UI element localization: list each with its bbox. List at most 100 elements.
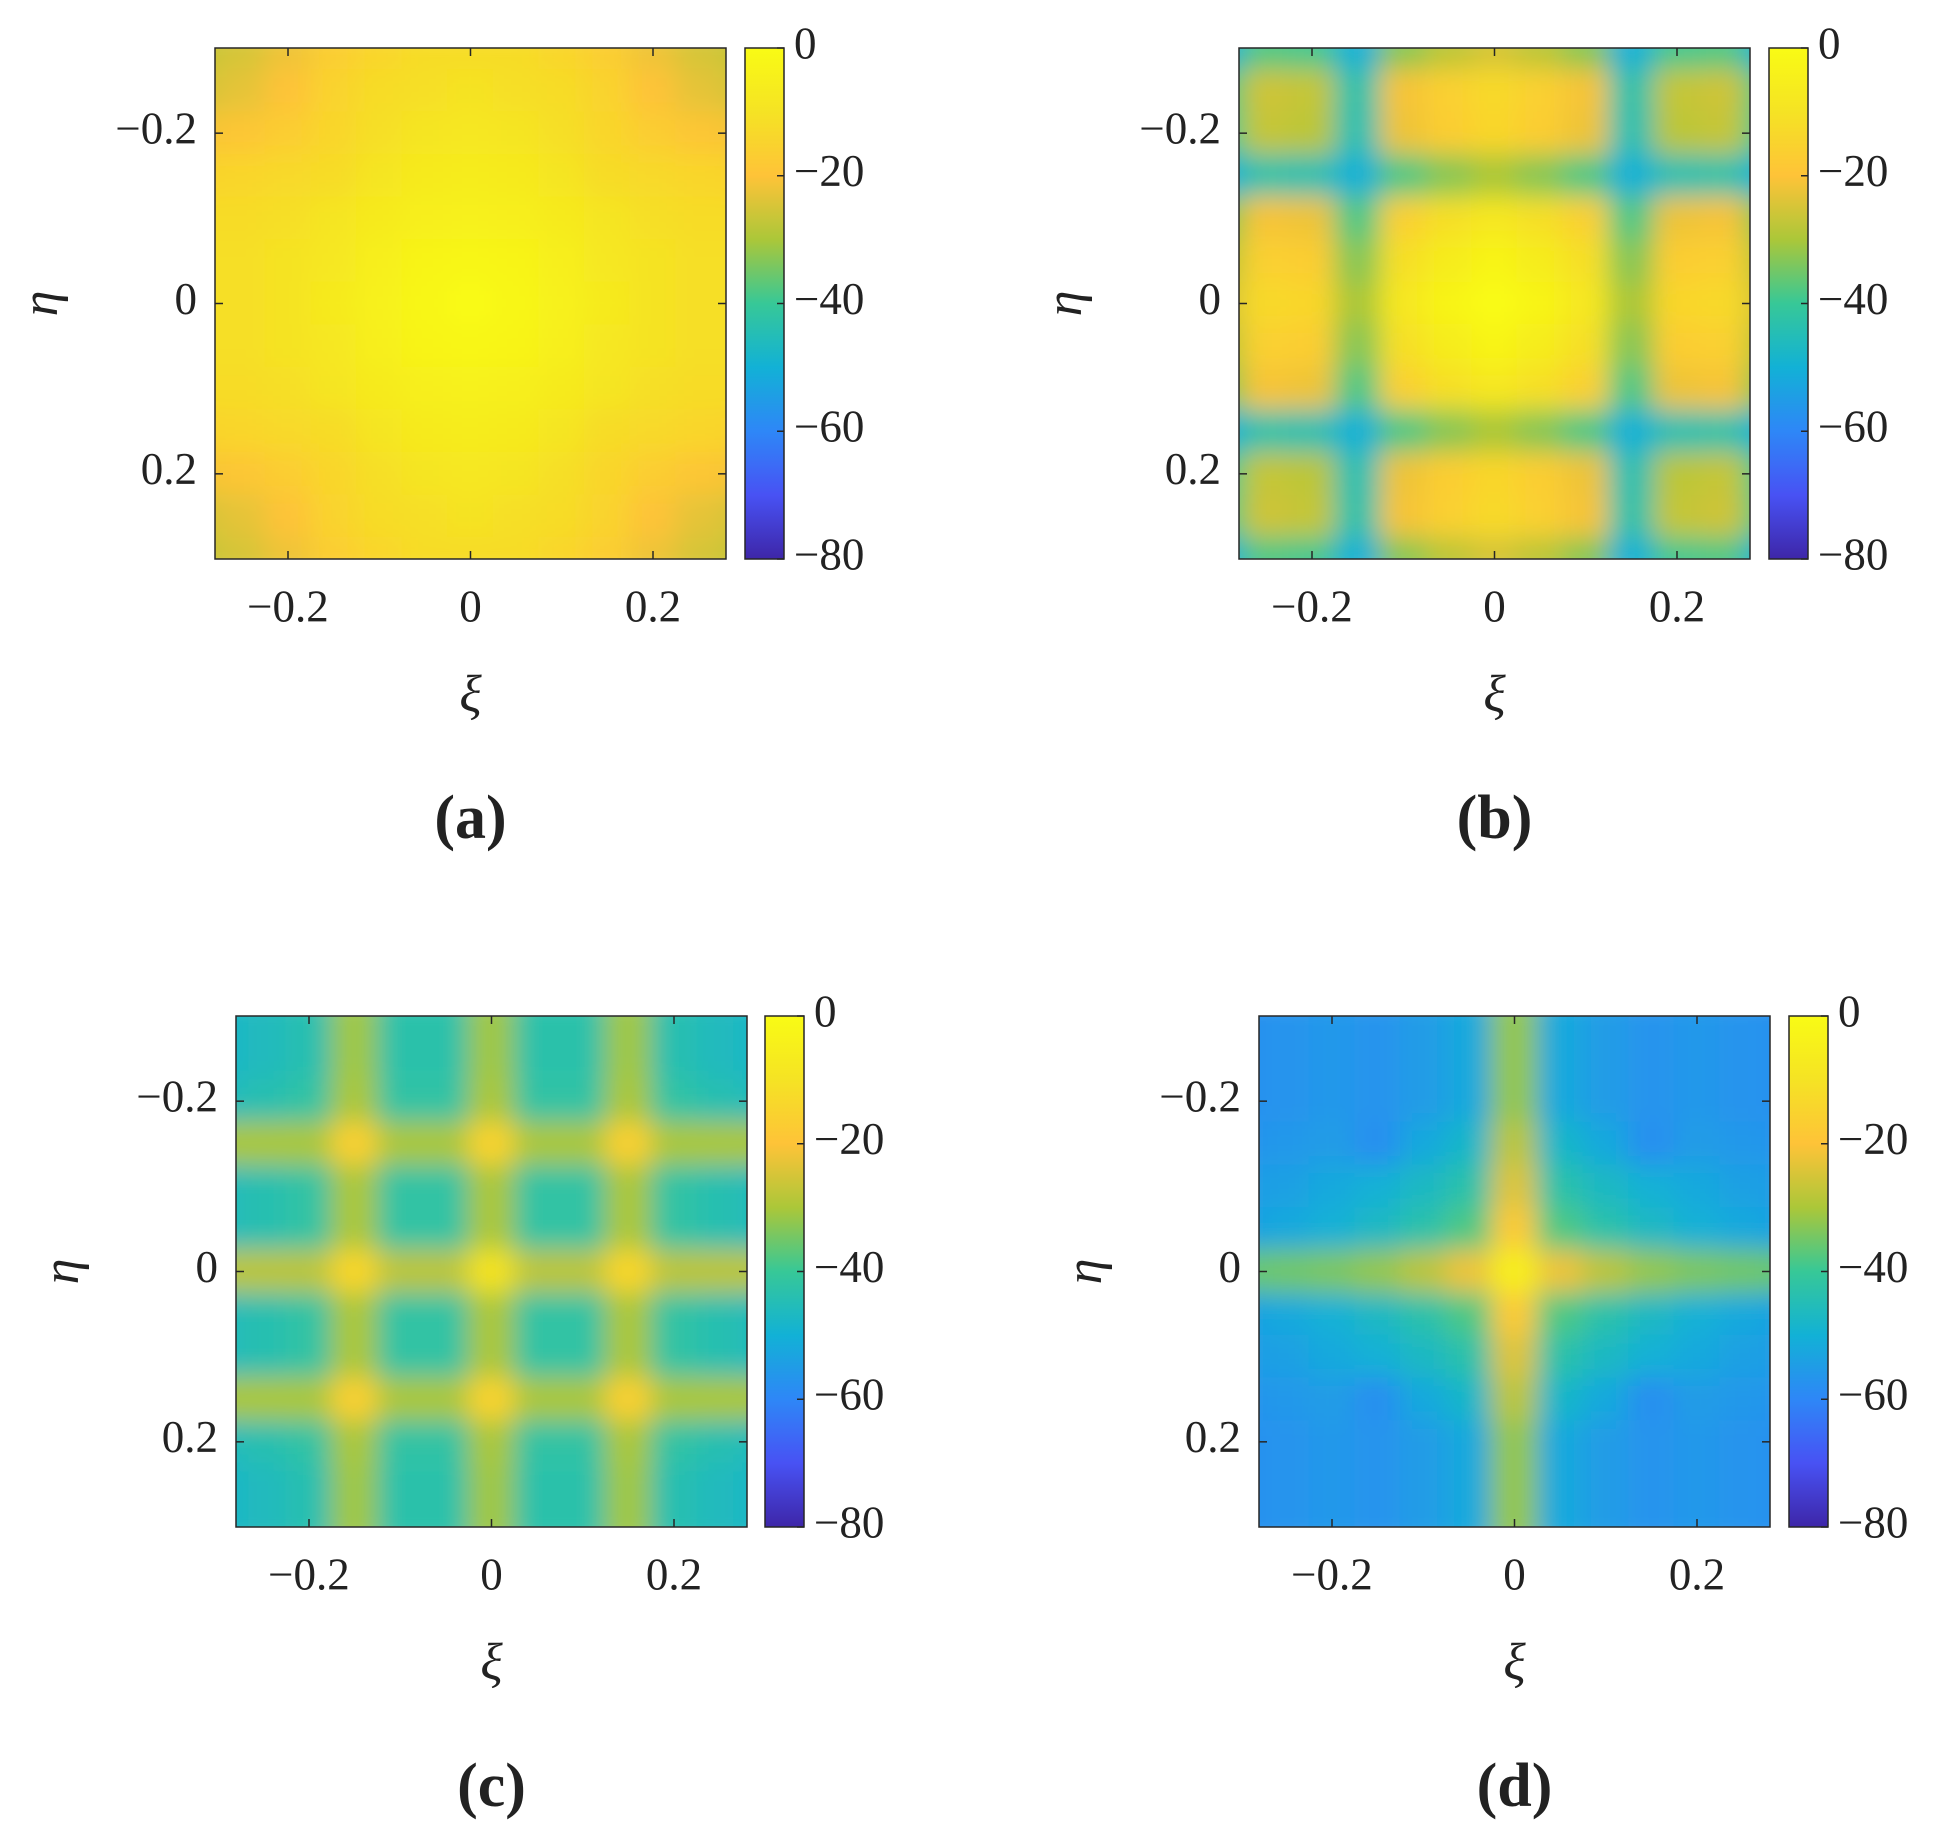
heatmap-cell: [513, 1292, 561, 1336]
heatmap-cell: [1653, 452, 1701, 496]
heatmap-cell: [1308, 1420, 1356, 1464]
heatmap-cell: [1516, 281, 1564, 326]
heatmap: [236, 1016, 747, 1527]
heatmap-cell: [538, 153, 586, 198]
heatmap-cell: [1491, 1079, 1538, 1123]
heatmap-cell: [1334, 494, 1381, 539]
heatmap-cell: [1719, 1420, 1766, 1464]
heatmap-cell: [675, 153, 722, 198]
heatmap-cell: [1673, 1164, 1721, 1209]
heatmap-cell: [1354, 1207, 1401, 1251]
heatmap-cell: [264, 409, 312, 454]
heatmap-cell: [219, 281, 266, 326]
heatmap-cell: [1445, 1377, 1493, 1422]
heatmap-cell: [1471, 153, 1518, 198]
heatmap-cell: [1259, 1207, 1265, 1251]
heatmap-cell: [331, 1505, 378, 1527]
heatmap-cell: [1653, 68, 1701, 113]
x-tick-label: 0.2: [1649, 581, 1705, 631]
heatmap-cell: [1582, 1377, 1630, 1422]
heatmap-cell: [468, 1016, 515, 1038]
heatmap-cell: [1288, 153, 1336, 198]
heatmap-cell: [1608, 494, 1655, 539]
heatmap-cell: [236, 1036, 242, 1081]
heatmap-cell: [310, 537, 357, 559]
heatmap-cell: [468, 1121, 515, 1166]
heatmap-cell: [741, 1462, 747, 1507]
heatmap-cell: [1744, 153, 1750, 198]
heatmap-cell: [1239, 196, 1245, 241]
x-axis-label: ξ: [1503, 1634, 1526, 1691]
heatmap-cell: [331, 1420, 378, 1464]
heatmap-cell: [264, 324, 312, 368]
heatmap-cell: [1334, 281, 1381, 326]
heatmap-cell: [1536, 1207, 1584, 1251]
heatmap-cell: [1628, 1016, 1675, 1038]
heatmap-cell: [1445, 1164, 1493, 1209]
heatmap-cell: [492, 324, 540, 368]
heatmap-cell: [422, 1420, 470, 1464]
heatmap-cell: [1445, 1079, 1493, 1123]
heatmap-cell: [447, 409, 494, 454]
heatmap-cell: [422, 1207, 470, 1251]
heatmap-cell: [376, 1016, 424, 1038]
y-tick-label: −0.2: [1159, 1071, 1241, 1121]
heatmap-cell: [447, 239, 494, 283]
heatmap-cell: [1764, 1207, 1770, 1251]
heatmap-cell: [492, 281, 540, 326]
heatmap-cell: [1562, 324, 1610, 368]
heatmap-cell: [1562, 494, 1610, 539]
heatmap-cell: [1354, 1121, 1401, 1166]
heatmap-cell: [1582, 1420, 1630, 1464]
heatmap-cell: [219, 366, 266, 411]
heatmap-cell: [355, 324, 403, 368]
heatmap-cell: [1719, 1462, 1766, 1507]
heatmap-cell: [741, 1016, 747, 1038]
heatmap-cell: [310, 366, 357, 411]
heatmap-cell: [1562, 239, 1610, 283]
heatmap-cell: [1516, 366, 1564, 411]
heatmap-cell: [1399, 1016, 1447, 1038]
heatmap-cell: [1379, 366, 1427, 411]
heatmap-cell: [240, 1377, 287, 1422]
heatmap-cell: [310, 153, 357, 198]
heatmap-cell: [1582, 1036, 1630, 1081]
heatmap-cell: [492, 111, 540, 155]
heatmap-cell: [240, 1164, 287, 1209]
heatmap-cell: [741, 1505, 747, 1527]
heatmap-cell: [1425, 68, 1473, 113]
heatmap-cell: [1536, 1505, 1584, 1527]
heatmap-cell: [720, 196, 726, 241]
heatmap-cell: [1673, 1420, 1721, 1464]
heatmap-cell: [650, 1121, 698, 1166]
heatmap-cell: [331, 1121, 378, 1166]
heatmap-cell: [1719, 1207, 1766, 1251]
heatmap-cell: [1582, 1079, 1630, 1123]
heatmap-cell: [1308, 1505, 1356, 1527]
heatmap-cell: [696, 1420, 743, 1464]
heatmap-cell: [285, 1292, 333, 1336]
heatmap-cell: [650, 1334, 698, 1379]
heatmap-cell: [285, 1207, 333, 1251]
heatmap-cell: [1288, 366, 1336, 411]
colorbar-tick-label: −80: [794, 529, 864, 579]
y-tick-label: 0: [175, 274, 198, 324]
heatmap-cell: [1608, 281, 1655, 326]
heatmap-cell: [1653, 281, 1701, 326]
heatmap-cell: [650, 1377, 698, 1422]
heatmap-cell: [675, 452, 722, 496]
heatmap-cell: [1399, 1292, 1447, 1336]
heatmap-cell: [584, 239, 631, 283]
colorbar-tick-label: 0: [1838, 986, 1861, 1036]
heatmap-cell: [401, 409, 449, 454]
heatmap-cell: [629, 239, 677, 283]
heatmap-cell: [1445, 1462, 1493, 1507]
heatmap-cell: [376, 1505, 424, 1527]
heatmap-cell: [538, 324, 586, 368]
heatmap-cell: [1308, 1016, 1356, 1038]
heatmap-cell: [331, 1164, 378, 1209]
heatmap-cell: [1536, 1420, 1584, 1464]
heatmap-cell: [584, 111, 631, 155]
heatmap-cell: [1628, 1462, 1675, 1507]
heatmap-cell: [629, 48, 677, 70]
